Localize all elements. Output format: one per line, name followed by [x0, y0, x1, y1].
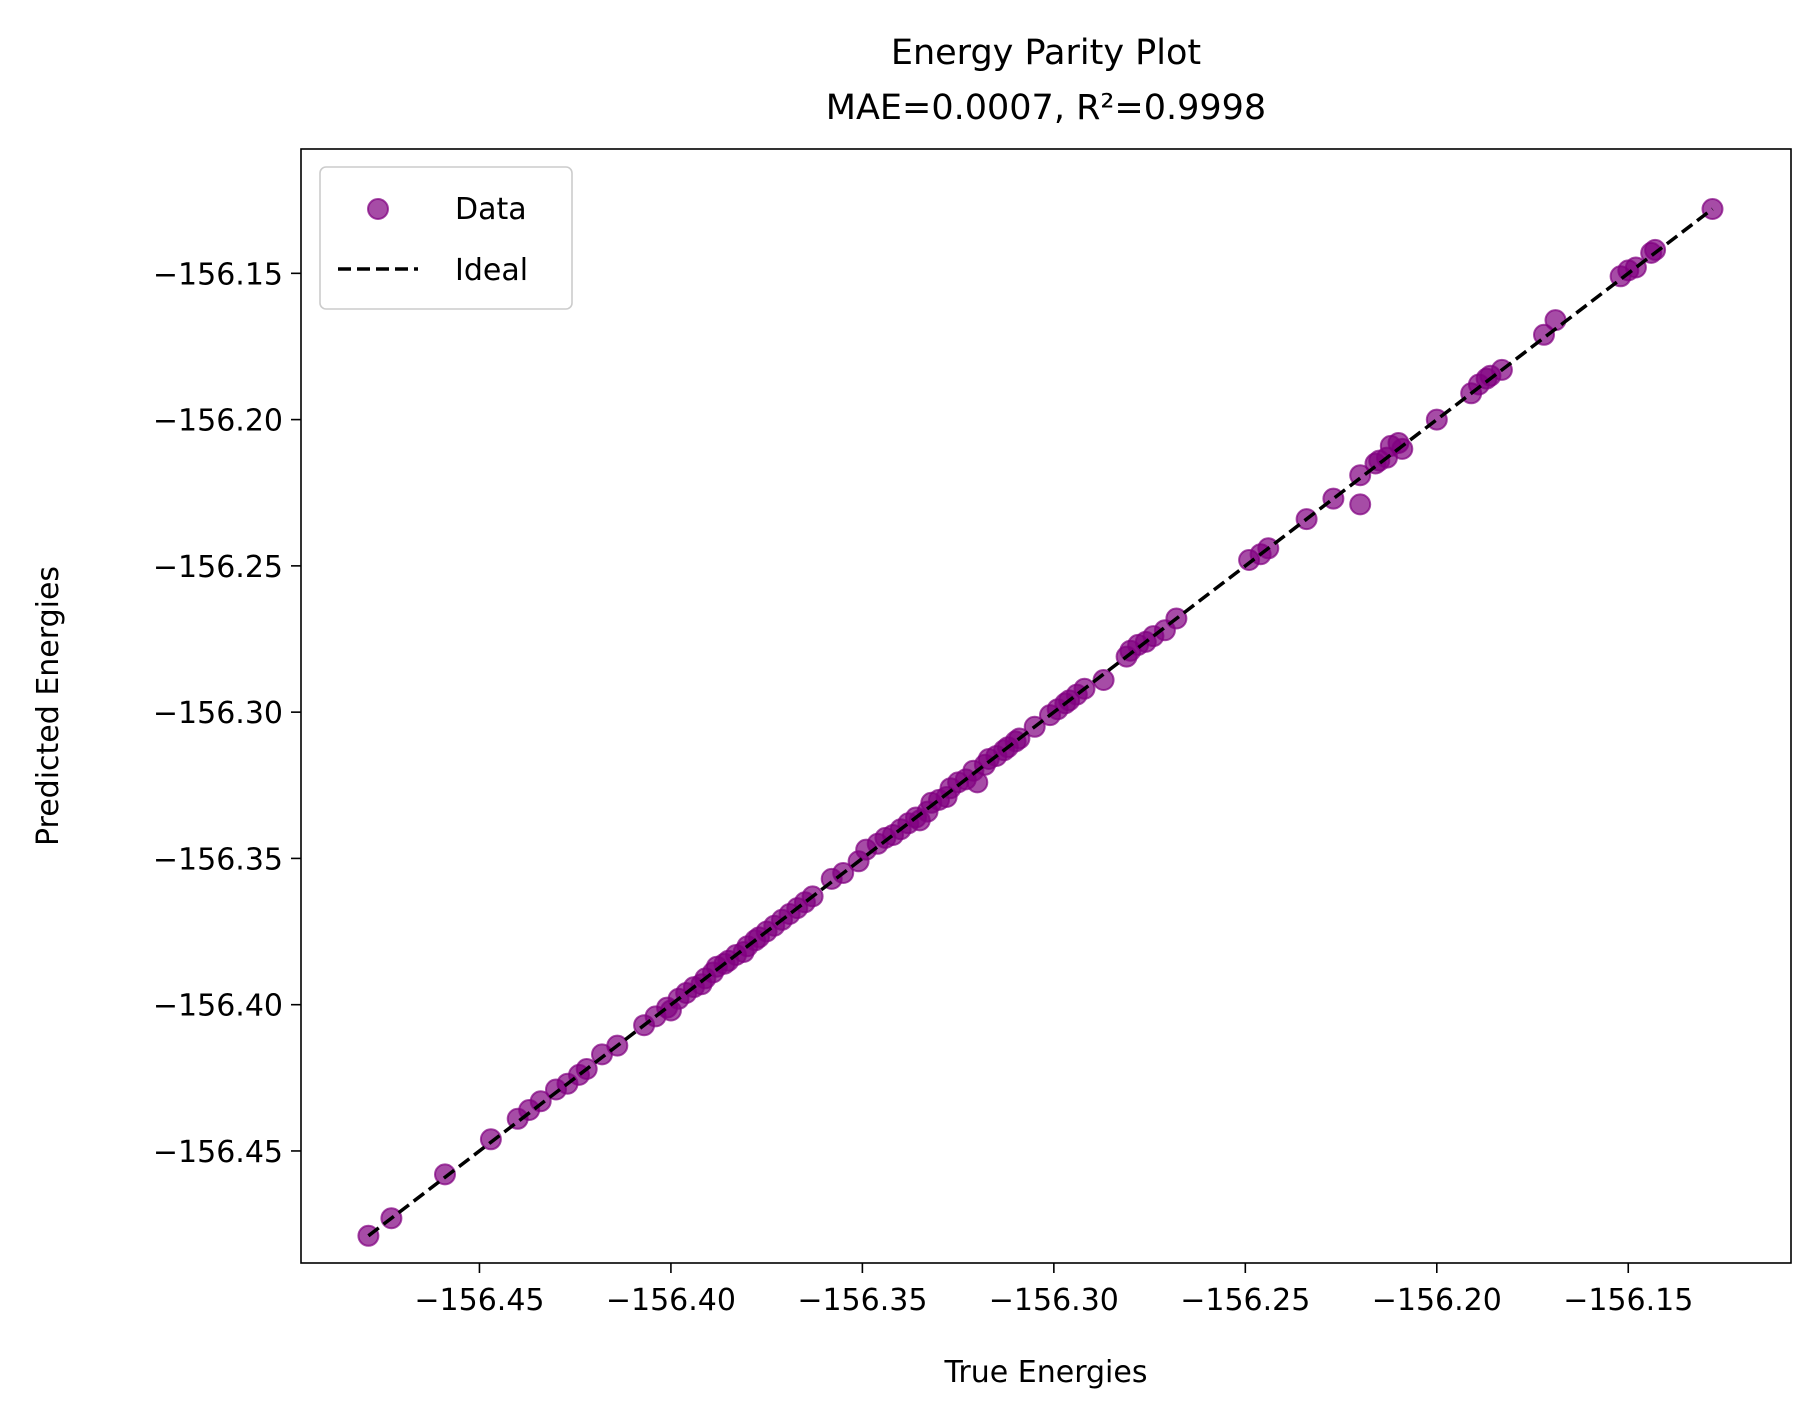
- legend-data-marker: [367, 198, 389, 220]
- data-point: [479, 1128, 502, 1151]
- x-tick-label: −156.25: [1180, 1283, 1310, 1318]
- legend: Data Ideal: [319, 166, 573, 310]
- x-tick-label: −156.40: [606, 1283, 736, 1318]
- y-tick-label: −156.45: [153, 1135, 283, 1170]
- y-tick-label: −156.30: [153, 696, 283, 731]
- x-tick-label: −156.45: [414, 1283, 544, 1318]
- y-tick-label: −156.40: [153, 989, 283, 1024]
- y-tick-label: −156.35: [153, 842, 283, 877]
- x-axis-ticks: −156.45 −156.40 −156.35 −156.30 −156.25 −156.…: [414, 1263, 1693, 1318]
- x-axis-label: True Energies: [944, 1355, 1148, 1390]
- legend-box: [319, 166, 573, 310]
- legend-ideal-label: Ideal: [455, 253, 528, 288]
- data-point: [1349, 493, 1372, 516]
- plot-area: [357, 198, 1724, 1247]
- ideal-line: [367, 207, 1714, 1238]
- legend-data-label: Data: [455, 192, 527, 227]
- data-point: [1644, 238, 1667, 261]
- chart-subtitle: MAE=0.0007, R²=0.9998: [826, 88, 1266, 128]
- data-point: [1391, 437, 1414, 460]
- x-tick-label: −156.35: [797, 1283, 927, 1318]
- y-axis-ticks: −156.45 −156.40 −156.35 −156.30 −156.25 −156.…: [153, 257, 301, 1170]
- x-tick-label: −156.20: [1372, 1283, 1502, 1318]
- y-tick-label: −156.20: [153, 404, 283, 439]
- y-axis-label: Predicted Energies: [31, 566, 66, 846]
- x-tick-label: −156.30: [989, 1283, 1119, 1318]
- x-tick-label: −156.15: [1563, 1283, 1693, 1318]
- y-tick-label: −156.25: [153, 550, 283, 585]
- y-tick-label: −156.15: [153, 257, 283, 292]
- chart-title: Energy Parity Plot: [891, 33, 1201, 73]
- data-point: [434, 1163, 456, 1186]
- axes-frame: [300, 148, 1792, 1264]
